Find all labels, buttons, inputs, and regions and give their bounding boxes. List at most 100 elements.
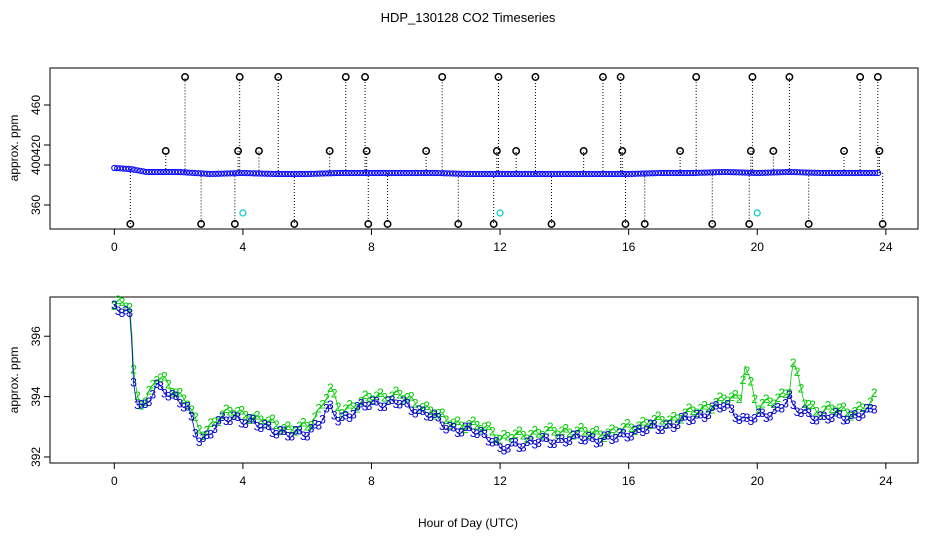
top-baseline-point [747, 169, 754, 176]
bottom-series-2-point: 2 [670, 410, 677, 424]
bottom-series-2-point: 2 [686, 401, 693, 415]
bottom-series-3-point: 3 [462, 420, 469, 434]
top-baseline-point [773, 169, 780, 176]
top-outlier-point [274, 73, 283, 81]
top-baseline-point [435, 169, 442, 177]
top-x-tick-label: 24 [879, 240, 893, 254]
bottom-series-3-point: 3 [373, 395, 380, 409]
top-baseline-point [229, 170, 237, 177]
top-baseline-point [255, 170, 263, 177]
top-baseline-point [597, 170, 604, 178]
top-outlier-point [547, 220, 556, 228]
bottom-series-2-point: 2 [323, 391, 330, 405]
bottom-series-3-point: 3 [327, 398, 334, 412]
top-x-tick-label: 4 [240, 240, 247, 254]
bottom-series-3-point: 3 [385, 394, 392, 408]
bottom-series-3-point: 3 [562, 436, 569, 450]
bottom-series-3-point: 3 [254, 419, 261, 433]
bottom-series-2-point: 2 [647, 418, 654, 432]
bottom-series-2-point: 2 [624, 417, 631, 431]
top-baseline-point [137, 167, 144, 174]
top-baseline-point [354, 169, 361, 177]
bottom-series-2-point: 2 [335, 400, 342, 414]
bottom-series-3-point: 3 [670, 421, 677, 435]
top-outlier-point [840, 147, 849, 155]
bottom-series-2-point: 2 [786, 387, 793, 401]
top-x-tick-label: 16 [622, 240, 636, 254]
bottom-series-3-point: 3 [786, 388, 793, 402]
top-baseline-point [313, 170, 320, 177]
top-baseline-point [860, 169, 867, 177]
bottom-series-3-point: 3 [389, 393, 396, 407]
bottom-series-3-point: 3 [412, 406, 419, 420]
bottom-series-3-point: 3 [400, 394, 407, 408]
bottom-series-3-point: 3 [717, 402, 724, 416]
top-outlier-point [494, 73, 503, 81]
top-baseline-point [455, 170, 462, 177]
top-baseline-point [386, 169, 393, 177]
top-baseline-point [820, 169, 827, 177]
top-baseline-point [322, 170, 329, 177]
bottom-series-2-point: 2 [547, 420, 554, 434]
top-baseline-point [542, 170, 549, 178]
top-baseline-point [174, 168, 182, 176]
bottom-series-2-point: 2 [616, 425, 623, 439]
bottom-series-3-point: 3 [300, 429, 307, 443]
bottom-series-3-point: 3 [354, 399, 361, 413]
top-baseline-point [244, 170, 251, 177]
top-baseline-point [397, 169, 404, 177]
top-baseline-point [238, 169, 245, 177]
bottom-series-2-point: 2 [227, 405, 234, 419]
bottom-series-3-point: 3 [516, 441, 523, 455]
top-baseline-point [148, 168, 156, 176]
top-baseline-point [464, 170, 471, 178]
bottom-series-2-point: 2 [115, 293, 122, 307]
bottom-series-2-point: 2 [157, 371, 164, 385]
top-baseline-point [180, 169, 187, 176]
top-baseline-point [203, 170, 210, 177]
top-outlier-point [708, 220, 717, 228]
bottom-series-2-point: 2 [238, 403, 245, 417]
bottom-series-2-point: 2 [269, 412, 276, 426]
bottom-series-2-point: 2 [771, 397, 778, 411]
top-baseline-point [611, 170, 618, 178]
bottom-series-2-point: 2 [701, 398, 708, 412]
bottom-series-3-point: 3 [126, 306, 133, 320]
bottom-series-2-point: 2 [261, 417, 268, 431]
top-baseline-point [744, 169, 752, 176]
bottom-series-2-point: 2 [535, 427, 542, 441]
top-baseline-point [241, 169, 248, 177]
top-baseline-point [545, 170, 552, 178]
top-outlier-point [492, 147, 501, 155]
top-baseline-point [530, 170, 537, 178]
top-outlier-point [489, 220, 498, 228]
bottom-series-2-point: 2 [589, 425, 596, 439]
bottom-series-2-point: 2 [620, 420, 627, 434]
bottom-series-2-point: 2 [817, 408, 824, 422]
top-baseline-point [539, 170, 546, 178]
top-baseline-point [866, 169, 873, 177]
bottom-series-3-point: 3 [659, 423, 666, 437]
top-baseline-point [316, 170, 323, 177]
top-baseline-point [221, 170, 228, 177]
bottom-series-3-point: 3 [427, 410, 434, 424]
bottom-series-2-point: 2 [477, 422, 484, 436]
bottom-series-3-point: 3 [778, 401, 785, 415]
bottom-series-3-point: 3 [832, 406, 839, 420]
top-baseline-point [218, 170, 225, 177]
bottom-series-2-point: 2 [188, 403, 195, 417]
bottom-series-2-point: 2 [462, 422, 469, 436]
bottom-series-line-3 [113, 304, 877, 452]
bottom-series-2-point: 2 [192, 410, 199, 424]
top-baseline-point [281, 170, 289, 178]
bottom-series-3-point: 3 [489, 435, 496, 449]
bottom-series-3-point: 3 [366, 399, 373, 413]
top-baseline-point [715, 169, 723, 176]
top-baseline-point [692, 169, 699, 177]
top-baseline-point [209, 170, 216, 178]
top-baseline-point [383, 169, 390, 177]
top-baseline-point [481, 170, 488, 178]
bottom-series-3-point: 3 [211, 422, 218, 436]
top-baseline-point [414, 169, 422, 177]
top-baseline-point [475, 170, 482, 178]
